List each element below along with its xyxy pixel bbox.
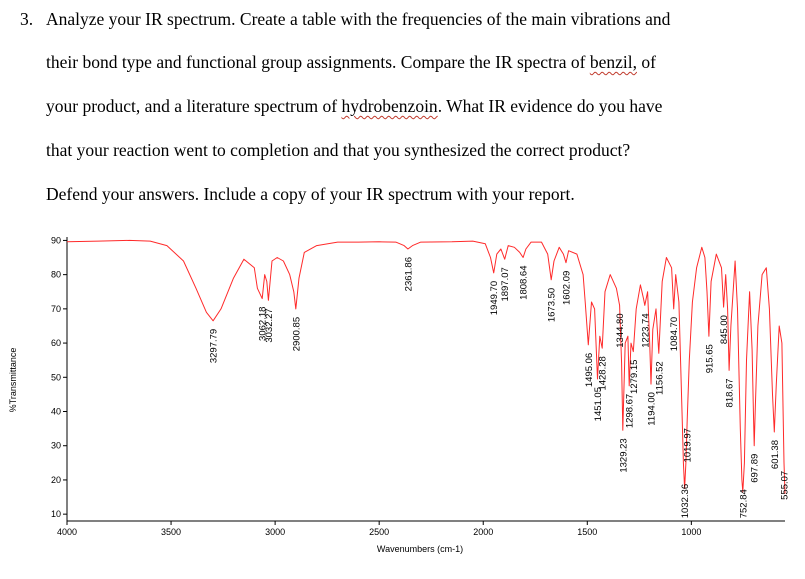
chart-axes	[66, 237, 785, 522]
peak-label: 601.38	[770, 440, 781, 469]
x-tick-label: 1000	[681, 527, 701, 537]
question-text-5: Defend your answers. Include a copy of y…	[46, 184, 575, 204]
question-number: 3.	[20, 9, 34, 29]
y-tick-label: 90	[51, 235, 61, 245]
peak-label: 1223.74	[640, 313, 651, 347]
x-tick-label: 4000	[57, 527, 77, 537]
peak-label: 3297.79	[209, 329, 220, 363]
peak-label: 915.65	[704, 344, 715, 373]
y-ticks: 10 20 30 40 50 60 70 80 90	[51, 235, 67, 519]
question-text-1: Analyze your IR spectrum. Create a table…	[46, 9, 671, 29]
peak-label: 1194.00	[647, 392, 658, 426]
peak-label: 1019.97	[683, 428, 694, 462]
y-tick-label: 30	[51, 441, 61, 451]
peak-label: 1032.36	[680, 484, 691, 518]
y-tick-label: 70	[51, 304, 61, 314]
spellcheck-word-benzil: benzil,	[589, 52, 637, 72]
x-tick-label: 1500	[577, 527, 597, 537]
peak-label: 1808.64	[519, 266, 530, 300]
question-text-3a: your product, and a literature spectrum …	[46, 96, 342, 116]
x-tick-label: 2000	[473, 527, 493, 537]
x-tick-label: 2500	[369, 527, 389, 537]
peak-label: 1156.52	[654, 361, 665, 395]
series-group	[66, 239, 786, 494]
peak-label: 697.89	[750, 454, 761, 483]
y-tick-label: 10	[51, 509, 61, 519]
spectrum-line	[66, 239, 786, 494]
peak-label: 1949.70	[489, 281, 500, 315]
peak-label: 1298.67	[625, 394, 636, 428]
x-ticks: 4000 3500 3000 2500 2000 1500 1000	[57, 521, 701, 537]
y-tick-label: 50	[51, 372, 61, 382]
peak-label: 1451.05	[593, 387, 604, 421]
peak-label: 1495.06	[584, 353, 595, 387]
question-text-4: that your reaction went to completion an…	[46, 140, 631, 160]
peak-label: 1084.70	[669, 317, 680, 351]
x-tick-label: 3500	[161, 527, 181, 537]
peak-label: 1279.15	[629, 360, 640, 394]
x-tick-label: 3000	[265, 527, 285, 537]
y-tick-label: 60	[51, 338, 61, 348]
y-tick-label: 80	[51, 270, 61, 280]
peak-label: 3032.27	[264, 308, 275, 342]
question-text-2b: of	[636, 52, 656, 72]
peak-label: 752.84	[738, 489, 749, 518]
y-tick-label: 40	[51, 407, 61, 417]
question-text-2a: their bond type and functional group ass…	[46, 52, 590, 72]
peak-label: 1329.23	[618, 438, 629, 472]
peak-label: 3062.18	[258, 307, 269, 341]
spellcheck-word-hydrobenzoin: hydrobenzoin	[341, 96, 438, 116]
y-axis-title: %Transmittance	[8, 348, 18, 413]
peak-label: 1344.80	[615, 313, 626, 347]
peak-label: 1897.07	[500, 267, 511, 301]
peak-label: 818.67	[725, 378, 736, 407]
x-axis-title: Wavenumbers (cm-1)	[377, 544, 463, 554]
peak-label: 1602.09	[562, 271, 573, 305]
peak-label: 555.07	[780, 471, 791, 500]
peak-label: 1428.28	[598, 356, 609, 390]
peak-label: 2900.85	[291, 317, 302, 351]
question-text-3b: . What IR evidence do you have	[437, 96, 663, 116]
y-tick-label: 20	[51, 475, 61, 485]
peak-label: 1673.50	[547, 288, 558, 322]
peak-label: 2361.86	[403, 257, 414, 291]
peak-label: 845.00	[719, 315, 730, 344]
